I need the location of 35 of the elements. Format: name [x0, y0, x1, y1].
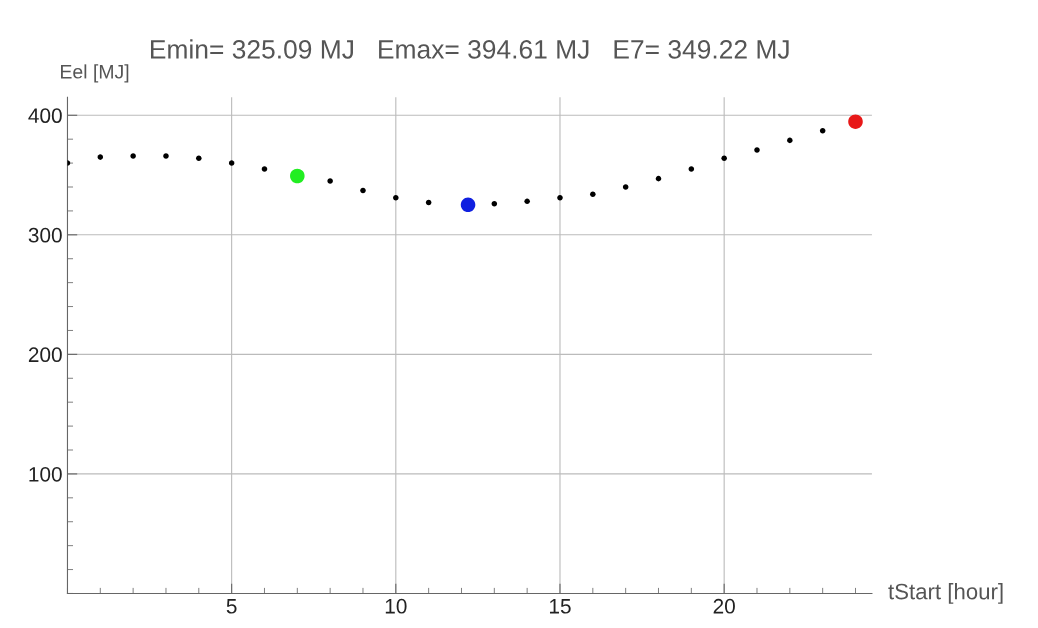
y-axis-title: Eel [MJ] — [61, 64, 129, 83]
point — [290, 168, 305, 184]
y-tick-label: 300 — [28, 227, 62, 243]
x-tick-label: 20 — [713, 598, 735, 614]
point — [460, 197, 476, 213]
y-tick-label: 200 — [28, 347, 62, 363]
point — [754, 147, 760, 153]
point — [721, 155, 727, 162]
point — [524, 198, 530, 205]
x-tick-label: 10 — [385, 598, 407, 614]
x-tick-label: 5 — [226, 599, 237, 614]
point — [163, 153, 169, 159]
point — [425, 199, 432, 206]
point — [228, 160, 235, 166]
point — [491, 200, 498, 207]
x-axis-title: tStart [hour] — [888, 583, 1003, 604]
point — [622, 184, 629, 190]
point — [360, 187, 366, 194]
point — [819, 128, 826, 134]
point — [848, 114, 863, 129]
point — [196, 155, 202, 162]
point — [97, 154, 104, 160]
x-tick-label: 15 — [549, 599, 571, 614]
y-tick-label: 100 — [29, 466, 62, 482]
point — [590, 191, 596, 197]
point — [261, 166, 268, 172]
point — [557, 194, 563, 201]
point — [787, 137, 793, 144]
chart-title: Emin= 325.09 MJ Emax= 394.61 MJ E7= 349.22 MJ — [151, 39, 789, 59]
point — [393, 194, 399, 201]
point — [130, 153, 136, 159]
point — [688, 166, 695, 172]
point — [655, 175, 662, 182]
y-tick-label: 400 — [28, 108, 62, 124]
point — [327, 178, 333, 184]
